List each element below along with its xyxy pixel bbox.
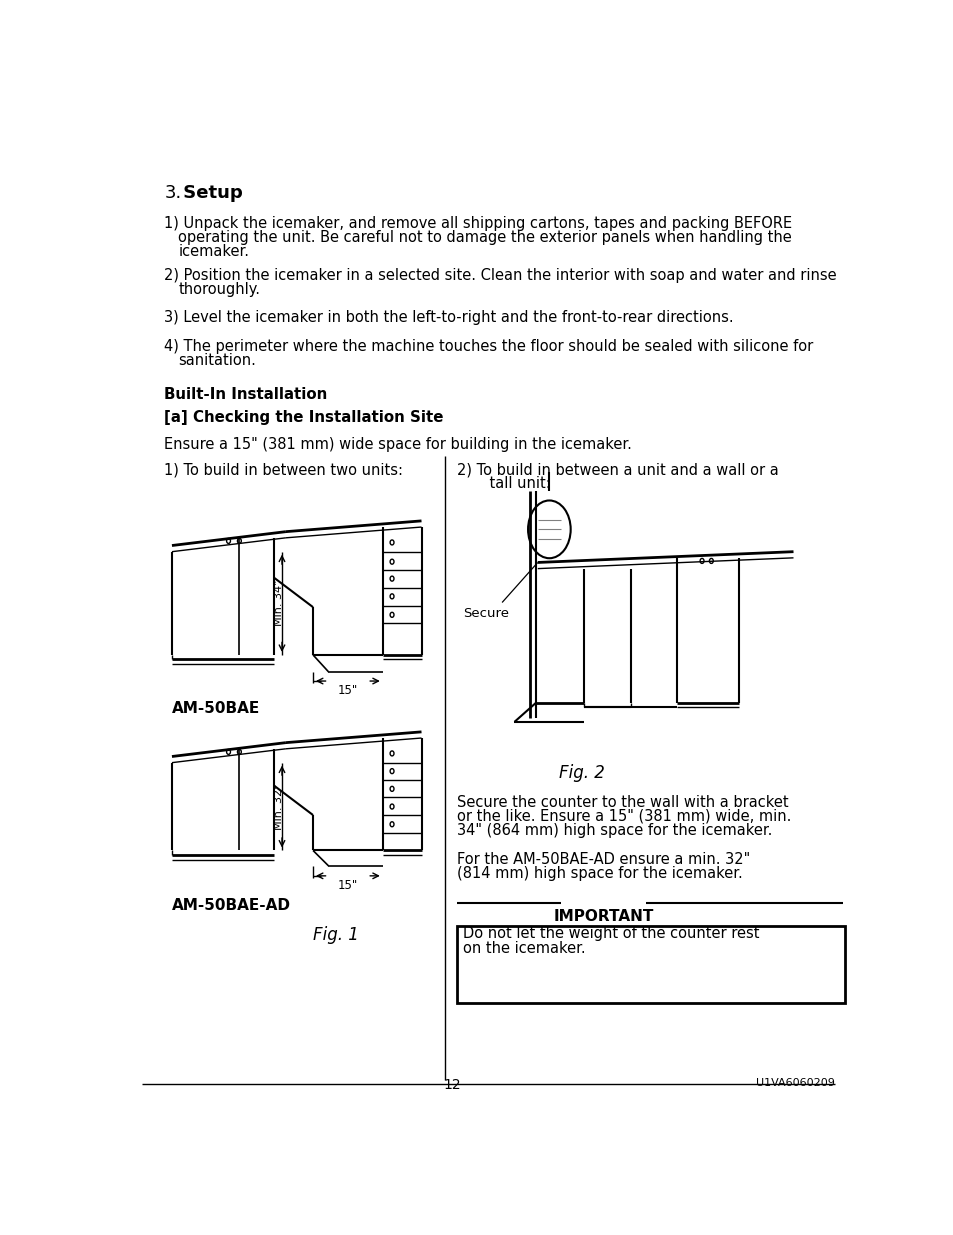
Text: IMPORTANT: IMPORTANT — [553, 909, 653, 924]
Text: operating the unit. Be careful not to damage the exterior panels when handling t: operating the unit. Be careful not to da… — [178, 230, 791, 245]
Text: Secure: Secure — [463, 608, 509, 620]
Text: U1VA6060209: U1VA6060209 — [756, 1078, 835, 1088]
Text: Fig. 1: Fig. 1 — [313, 926, 359, 944]
Text: sanitation.: sanitation. — [178, 353, 255, 368]
Text: on the icemaker.: on the icemaker. — [463, 941, 585, 956]
Text: AM-50BAE-AD: AM-50BAE-AD — [172, 898, 291, 913]
Text: Fig. 2: Fig. 2 — [558, 764, 604, 782]
Text: tall unit:: tall unit: — [471, 477, 550, 492]
Text: 4) The perimeter where the machine touches the floor should be sealed with silic: 4) The perimeter where the machine touch… — [164, 340, 813, 354]
Text: (814 mm) high space for the icemaker.: (814 mm) high space for the icemaker. — [456, 866, 742, 881]
Text: Secure the counter to the wall with a bracket: Secure the counter to the wall with a br… — [456, 795, 788, 810]
Text: 1) Unpack the icemaker, and remove all shipping cartons, tapes and packing BEFOR: 1) Unpack the icemaker, and remove all s… — [164, 216, 792, 231]
Text: or the like. Ensure a 15" (381 mm) wide, min.: or the like. Ensure a 15" (381 mm) wide,… — [456, 809, 791, 824]
Text: 2) To build in between a unit and a wall or a: 2) To build in between a unit and a wall… — [456, 462, 778, 478]
Text: Ensure a 15" (381 mm) wide space for building in the icemaker.: Ensure a 15" (381 mm) wide space for bui… — [164, 437, 632, 452]
Text: Min. 34": Min. 34" — [274, 580, 284, 626]
Text: 34" (864 mm) high space for the icemaker.: 34" (864 mm) high space for the icemaker… — [456, 823, 772, 837]
Text: Min. 32": Min. 32" — [274, 783, 284, 830]
Text: Setup: Setup — [177, 184, 243, 203]
Text: For the AM-50BAE-AD ensure a min. 32": For the AM-50BAE-AD ensure a min. 32" — [456, 852, 750, 867]
Text: thoroughly.: thoroughly. — [178, 282, 260, 298]
Text: 15": 15" — [337, 879, 357, 892]
Bar — [456, 926, 843, 1003]
Text: AM-50BAE: AM-50BAE — [172, 701, 260, 716]
Text: 2) Position the icemaker in a selected site. Clean the interior with soap and wa: 2) Position the icemaker in a selected s… — [164, 268, 836, 283]
Text: 15": 15" — [337, 684, 357, 697]
Text: icemaker.: icemaker. — [178, 243, 249, 258]
Text: 3.: 3. — [164, 184, 181, 203]
Text: Built-In Installation: Built-In Installation — [164, 387, 327, 401]
Text: Do not let the weight of the counter rest: Do not let the weight of the counter res… — [463, 926, 759, 941]
Text: [a] Checking the Installation Site: [a] Checking the Installation Site — [164, 410, 443, 425]
Text: 12: 12 — [443, 1078, 461, 1092]
Text: 3) Level the icemaker in both the left-to-right and the front-to-rear directions: 3) Level the icemaker in both the left-t… — [164, 310, 733, 325]
Text: 1) To build in between two units:: 1) To build in between two units: — [164, 462, 403, 478]
